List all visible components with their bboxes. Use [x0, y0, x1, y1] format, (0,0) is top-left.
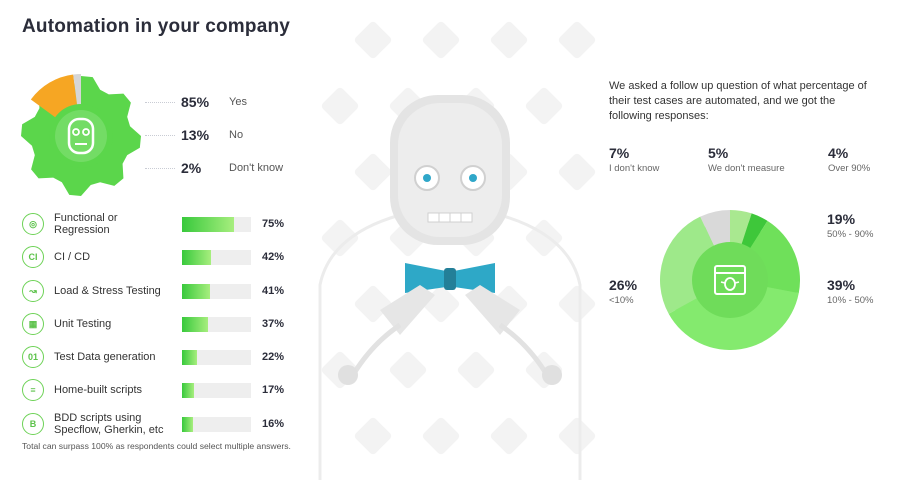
bar-track [182, 216, 251, 232]
stat-no-label: No [229, 129, 244, 141]
bar-label: Functional or Regression [54, 212, 118, 236]
coverage-stat-value: 5% [708, 145, 729, 161]
coverage-stat-label: <10% [609, 295, 634, 306]
bar-value-label: 41% [262, 285, 285, 297]
bar-row: ↝ Load & Stress Testing 41% [22, 276, 302, 306]
coverage-stat-label: 50% - 90% [827, 229, 874, 240]
ci-cd-icon: CI [22, 246, 44, 268]
stat-no-value: 13% [181, 127, 210, 143]
bar-row: ≡ Home-built scripts 17% [22, 375, 302, 405]
bar-value-label: 37% [262, 318, 285, 330]
bar-label: BDD scripts using Specflow, Gherkin, etc [54, 412, 164, 436]
bar-label: Load & Stress Testing [54, 285, 161, 297]
bar-track [182, 382, 251, 398]
bar-value-label: 22% [262, 351, 285, 363]
coverage-stat-value: 26% [609, 277, 638, 293]
bdd-b-icon: B [22, 413, 44, 435]
bar-label: Home-built scripts [54, 384, 143, 396]
bar-track [182, 416, 251, 432]
gear-right-slice-1 [730, 210, 752, 246]
bar-row: ▦ Unit Testing 37% [22, 309, 302, 339]
bar-track [182, 283, 251, 299]
bar-fill [182, 382, 194, 398]
stat-dont-know: 2% Don't know [145, 158, 283, 178]
stat-no: 13% No [145, 125, 243, 145]
stat-yes-value: 85% [181, 94, 210, 110]
bar-fill [182, 416, 194, 432]
unit-blocks-icon: ▦ [22, 313, 44, 335]
gear-right-slice-5 [660, 216, 715, 314]
bar-value-label: 75% [262, 218, 285, 230]
bar-label: Test Data generation [54, 351, 156, 363]
binary-data-icon: 01 [22, 346, 44, 368]
stat-yes-label: Yes [229, 96, 247, 108]
coverage-stat: 19% 50% - 90% [827, 211, 873, 240]
bar-row: 01 Test Data generation 22% [22, 342, 302, 372]
stat-dont-know-value: 2% [181, 160, 202, 176]
bar-value-label: 42% [262, 251, 285, 263]
coverage-stat: 26% <10% [609, 277, 637, 306]
coverage-stat: 5% We don't measure [708, 145, 785, 174]
robot-illustration [318, 95, 582, 480]
coverage-stat-label: I don't know [609, 163, 660, 174]
coverage-stat: 7% I don't know [609, 145, 659, 174]
bar-fill [182, 249, 211, 265]
gear-left-slice-1 [30, 74, 78, 119]
stat-dont-know-label: Don't know [229, 162, 284, 174]
script-lines-icon: ≡ [22, 379, 44, 401]
bar-track [182, 316, 251, 332]
bar-value-label: 16% [262, 418, 285, 430]
load-gauge-icon: ↝ [22, 280, 44, 302]
coverage-stat-value: 39% [827, 277, 856, 293]
bar-row: CI CI / CD 42% [22, 242, 302, 272]
bar-label: Unit Testing [54, 318, 112, 330]
gear-right-slice-2 [741, 213, 768, 250]
coverage-stat-value: 4% [828, 145, 849, 161]
page-title: Automation in your company [22, 16, 291, 37]
bar-fill [182, 349, 198, 365]
coverage-stat-label: 10% - 50% [827, 295, 874, 306]
coverage-stat-value: 7% [609, 145, 630, 161]
bar-track [182, 349, 251, 365]
bar-row: ◎ Functional or Regression 75% [22, 209, 302, 239]
automation-gear-chart [21, 74, 141, 196]
bar-fill [182, 216, 234, 232]
bar-label: CI / CD [54, 251, 91, 263]
gear-left-slice-2 [73, 74, 81, 107]
bar-fill [182, 283, 211, 299]
footnote: Total can surpass 100% as respondents co… [22, 441, 291, 451]
coverage-stat: 4% Over 90% [828, 145, 870, 174]
bar-fill [182, 316, 208, 332]
coverage-stat-label: We don't measure [708, 163, 785, 174]
bar-row: B BDD scripts using Specflow, Gherkin, et… [22, 409, 302, 439]
coverage-stat-label: Over 90% [828, 163, 871, 174]
followup-text: We asked a follow up question of what pe… [609, 80, 867, 122]
coverage-stat: 39% 10% - 50% [827, 277, 873, 306]
gear-target-icon: ◎ [22, 213, 44, 235]
coverage-stat-value: 19% [827, 211, 856, 227]
stat-yes: 85% Yes [145, 92, 247, 112]
test-coverage-gear-chart [660, 210, 800, 350]
gear-right-slice-0 [700, 210, 730, 248]
bar-track [182, 249, 251, 265]
bar-value-label: 17% [262, 384, 285, 396]
gear-right-slice-3 [749, 220, 800, 294]
